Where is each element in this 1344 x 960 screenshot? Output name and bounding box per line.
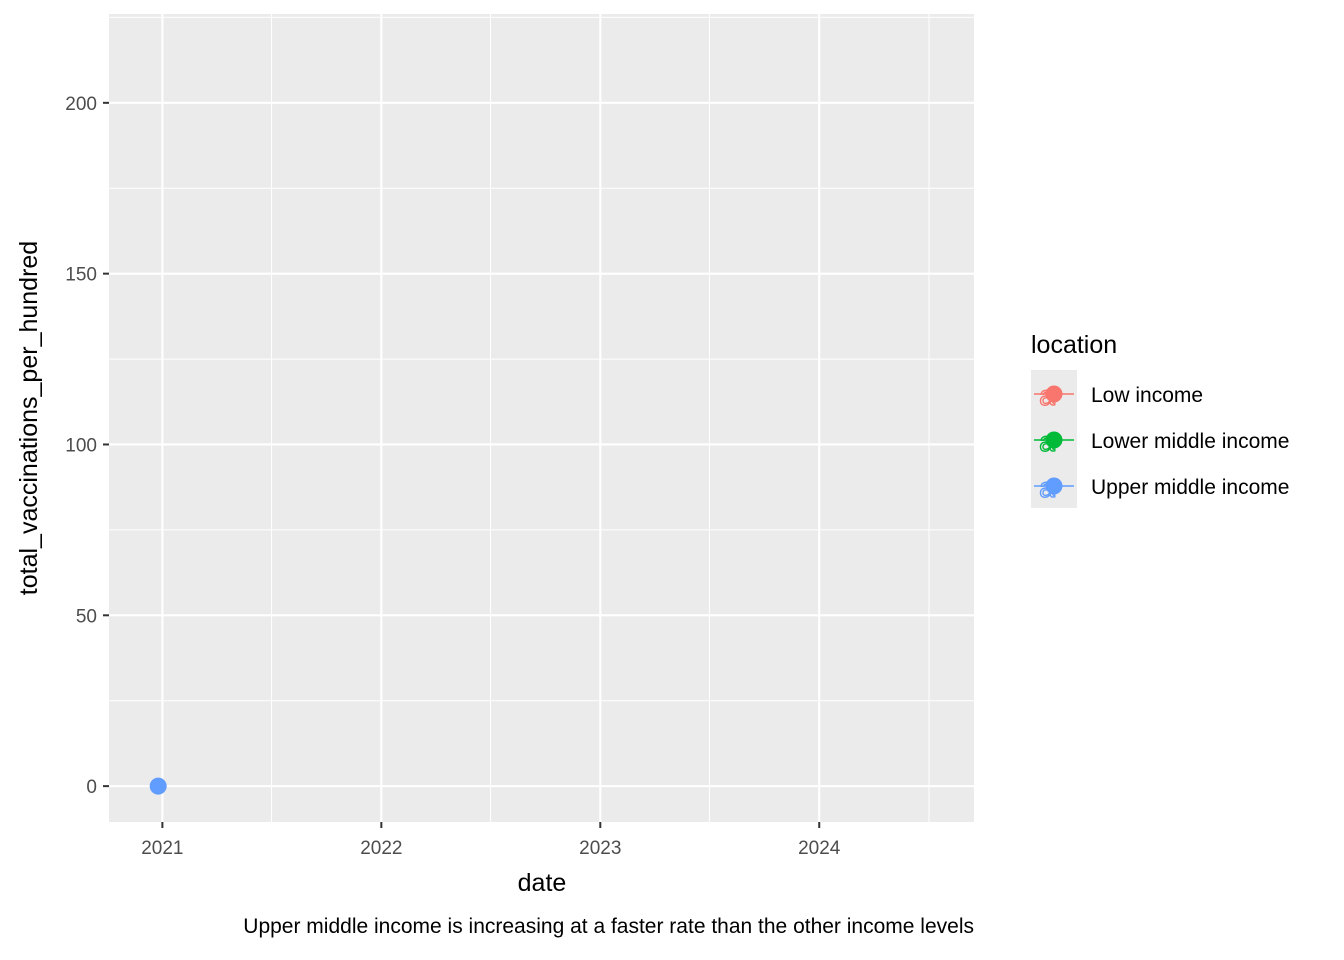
legend-key-glyph: a xyxy=(1039,426,1055,457)
major-gridlines xyxy=(109,14,974,822)
legend-key-point xyxy=(1045,477,1063,495)
x-axis-title: date xyxy=(518,869,567,897)
legend: location a Low income a Lower middle income… xyxy=(1031,331,1289,508)
legend-key-point xyxy=(1045,385,1063,403)
y-tick-label: 150 xyxy=(65,265,97,286)
legend-label: Lower middle income xyxy=(1091,430,1289,453)
legend-key-glyph: a xyxy=(1039,380,1055,411)
x-tick-label: 2024 xyxy=(798,838,841,859)
y-tick-label: 100 xyxy=(65,435,97,456)
data-point xyxy=(149,777,167,795)
legend-key-glyph: a xyxy=(1039,472,1055,503)
legend-label: Upper middle income xyxy=(1091,476,1289,499)
x-tick-label: 2023 xyxy=(579,838,621,859)
minor-gridlines xyxy=(109,14,974,822)
y-tick-label: 50 xyxy=(76,606,97,627)
caption: Upper middle income is increasing at a f… xyxy=(243,915,974,938)
y-tick-label: 0 xyxy=(86,777,97,798)
y-tick-label: 200 xyxy=(65,94,97,115)
legend-key-point xyxy=(1045,431,1063,449)
legend-label: Low income xyxy=(1091,384,1203,407)
plot-panel xyxy=(109,14,974,822)
data-points xyxy=(149,777,167,795)
y-axis-title: total_vaccinations_per_hundred xyxy=(15,241,43,595)
legend-title: location xyxy=(1031,331,1117,359)
x-tick-label: 2022 xyxy=(360,838,402,859)
y-axis: 0 50 100 150 200 xyxy=(65,94,109,798)
x-tick-label: 2021 xyxy=(141,838,183,859)
x-axis: 2021 2022 2023 2024 xyxy=(141,822,841,859)
